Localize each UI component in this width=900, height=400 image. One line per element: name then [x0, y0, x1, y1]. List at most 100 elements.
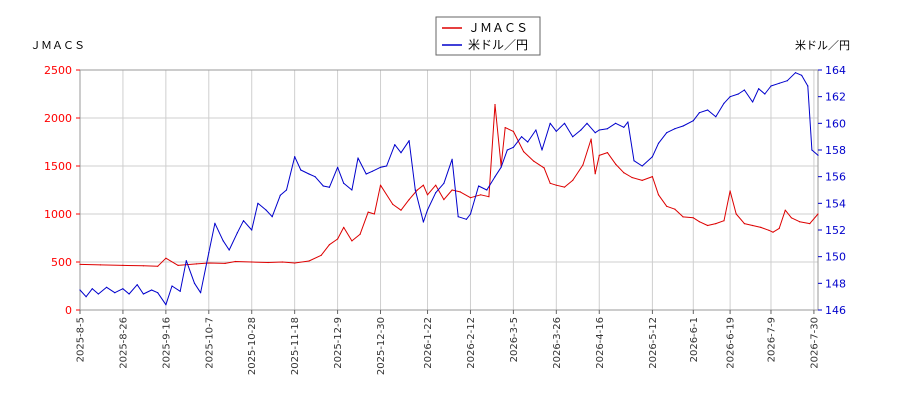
data-point-usdjpy [457, 216, 459, 218]
x-tick-label: 2025-10-28 [247, 317, 258, 375]
x-tick-label: 2025-8-5 [76, 317, 87, 362]
data-point-usdjpy [555, 130, 557, 132]
data-point-usdjpy [151, 289, 153, 291]
data-point-jmacs [698, 221, 701, 223]
data-point-jmacs [735, 213, 737, 215]
data-point-jmacs [251, 261, 253, 263]
data-point-usdjpy [365, 173, 367, 175]
data-point-jmacs [549, 182, 551, 184]
data-point-usdjpy [236, 232, 238, 234]
data-point-usdjpy [641, 165, 643, 167]
data-point-usdjpy [811, 149, 813, 151]
x-tick-label: 2025-10-7 [204, 317, 215, 369]
data-point-usdjpy [322, 185, 324, 187]
data-point-usdjpy [580, 129, 582, 131]
data-point-jmacs [328, 244, 330, 246]
data-point-jmacs [563, 186, 566, 188]
x-tick-label: 2025-12-9 [333, 317, 344, 369]
data-point-jmacs [523, 151, 525, 153]
data-point-usdjpy [136, 284, 138, 286]
data-point-jmacs [494, 104, 496, 106]
data-point-usdjpy [271, 216, 273, 218]
data-point-usdjpy [486, 189, 488, 191]
data-point-jmacs [512, 130, 515, 132]
data-point-usdjpy [279, 194, 281, 196]
data-point-usdjpy [435, 192, 437, 194]
data-point-usdjpy [535, 129, 537, 131]
right-tick-label: 152 [825, 224, 846, 237]
data-point-usdjpy [752, 101, 754, 103]
legend-box [435, 16, 541, 56]
data-point-jmacs [224, 262, 226, 264]
data-point-jmacs [142, 265, 144, 267]
data-point-usdjpy [300, 169, 302, 171]
data-point-usdjpy [674, 128, 676, 130]
right-tick-label: 158 [825, 144, 846, 157]
data-point-jmacs [790, 217, 793, 219]
data-point-jmacs [606, 152, 609, 154]
data-point-usdjpy [157, 292, 159, 294]
data-point-jmacs [772, 231, 774, 233]
data-point-jmacs [320, 254, 322, 256]
data-point-usdjpy [801, 74, 803, 76]
data-point-jmacs [743, 223, 746, 225]
data-point-usdjpy [682, 125, 684, 127]
series-line-usdjpy [79, 72, 819, 306]
data-point-jmacs [359, 233, 361, 235]
data-point-jmacs [451, 189, 453, 191]
data-point-jmacs [623, 172, 625, 174]
x-tick-label: 2026-7-30 [809, 317, 820, 369]
data-point-usdjpy [729, 96, 731, 98]
data-point-jmacs [715, 223, 717, 225]
x-tick-label: 2026-7-9 [766, 317, 777, 362]
data-point-jmacs [351, 240, 353, 242]
data-point-usdjpy [193, 282, 196, 284]
right-tick-label: 156 [825, 171, 846, 184]
data-point-jmacs [809, 223, 811, 225]
data-point-jmacs [723, 220, 725, 222]
data-point-usdjpy [615, 122, 617, 124]
data-point-usdjpy [85, 296, 87, 298]
data-point-usdjpy [512, 146, 515, 148]
data-point-usdjpy [707, 109, 709, 111]
data-point-usdjpy [807, 85, 809, 87]
x-tick-label: 2026-3-26 [552, 317, 563, 369]
data-point-usdjpy [214, 222, 216, 224]
data-point-jmacs [281, 261, 283, 263]
data-point-usdjpy [222, 240, 224, 242]
data-point-jmacs [267, 261, 269, 264]
data-point-usdjpy [414, 189, 416, 191]
x-tick-label: 2026-4-16 [595, 317, 606, 369]
data-point-jmacs [666, 205, 668, 207]
x-tick-label: 2025-9-16 [161, 317, 172, 369]
data-point-jmacs [234, 260, 236, 263]
x-tick-label: 2026-2-12 [466, 317, 477, 369]
data-point-jmacs [543, 167, 545, 169]
data-point-usdjpy [394, 144, 396, 146]
data-point-jmacs [337, 238, 339, 240]
data-point-jmacs [657, 194, 660, 196]
data-point-jmacs [651, 176, 654, 178]
x-tick-label: 2025-11-18 [290, 317, 301, 375]
left-tick-label: 0 [65, 304, 72, 317]
data-point-usdjpy [142, 293, 144, 295]
x-tick-label: 2026-3-5 [509, 317, 520, 362]
data-point-usdjpy [294, 156, 296, 158]
right-tick-label: 150 [825, 251, 846, 264]
data-point-usdjpy [572, 136, 574, 138]
data-point-usdjpy [541, 149, 543, 151]
data-point-usdjpy [371, 170, 373, 172]
data-point-jmacs [469, 197, 472, 199]
data-point-usdjpy [265, 209, 267, 211]
data-point-jmacs [590, 138, 592, 140]
data-point-usdjpy [715, 116, 717, 118]
data-point-usdjpy [357, 157, 359, 159]
data-point-usdjpy [314, 176, 316, 178]
data-point-jmacs [752, 224, 754, 227]
data-point-jmacs [778, 227, 780, 229]
left-axis-label: ＪＭＡＣＳ [30, 39, 85, 52]
data-point-usdjpy [692, 120, 694, 122]
data-point-usdjpy [308, 173, 310, 175]
